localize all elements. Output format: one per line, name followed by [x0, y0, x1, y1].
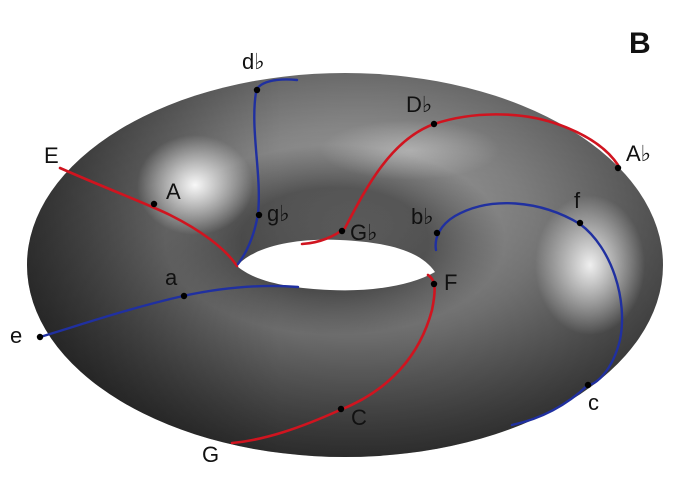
note-label-F: F: [444, 270, 457, 295]
note-marker-Gb: [338, 227, 346, 235]
torus-hole: [237, 239, 435, 291]
note-label-Gb: G♭: [350, 220, 378, 245]
note-marker-A: [150, 200, 158, 208]
red-path-e-a: [58, 166, 239, 268]
note-marker-c: [584, 381, 592, 389]
note-marker-gb: [255, 211, 263, 219]
note-label-f: f: [574, 188, 581, 213]
note-label-bb: b♭: [411, 204, 434, 229]
note-marker-f: [576, 219, 584, 227]
note-label-Db: D♭: [406, 92, 432, 117]
note-label-E: E: [44, 143, 59, 168]
note-label-G: G: [202, 442, 219, 467]
note-label-db: d♭: [242, 49, 265, 74]
red-path-f-c-g: [230, 273, 436, 445]
note-label-C: C: [351, 405, 367, 430]
blue-path-bb-f-c: [434, 202, 624, 427]
note-label-gb: g♭: [267, 201, 290, 226]
note-marker-C: [337, 405, 345, 413]
note-label-Ab: A♭: [626, 141, 651, 166]
note-label-c: c: [588, 390, 599, 415]
note-label-A: A: [166, 179, 181, 204]
blue-path-db-gb: [236, 78, 299, 266]
note-label-e: e: [10, 323, 22, 348]
note-marker-Ab: [614, 164, 622, 172]
note-marker-db: [253, 86, 261, 94]
torus-surface: [27, 73, 663, 457]
note-marker-Db: [430, 120, 438, 128]
note-marker-e: [36, 333, 44, 341]
note-labels: E Ad♭ g♭ D♭ A♭ G♭ b♭ f a Fe Cc G: [10, 49, 651, 467]
panel-letter: B: [629, 27, 651, 60]
note-marker-bb: [433, 229, 441, 237]
note-marker-F: [430, 280, 438, 288]
note-marker-a: [180, 292, 188, 300]
note-label-a: a: [165, 265, 178, 290]
